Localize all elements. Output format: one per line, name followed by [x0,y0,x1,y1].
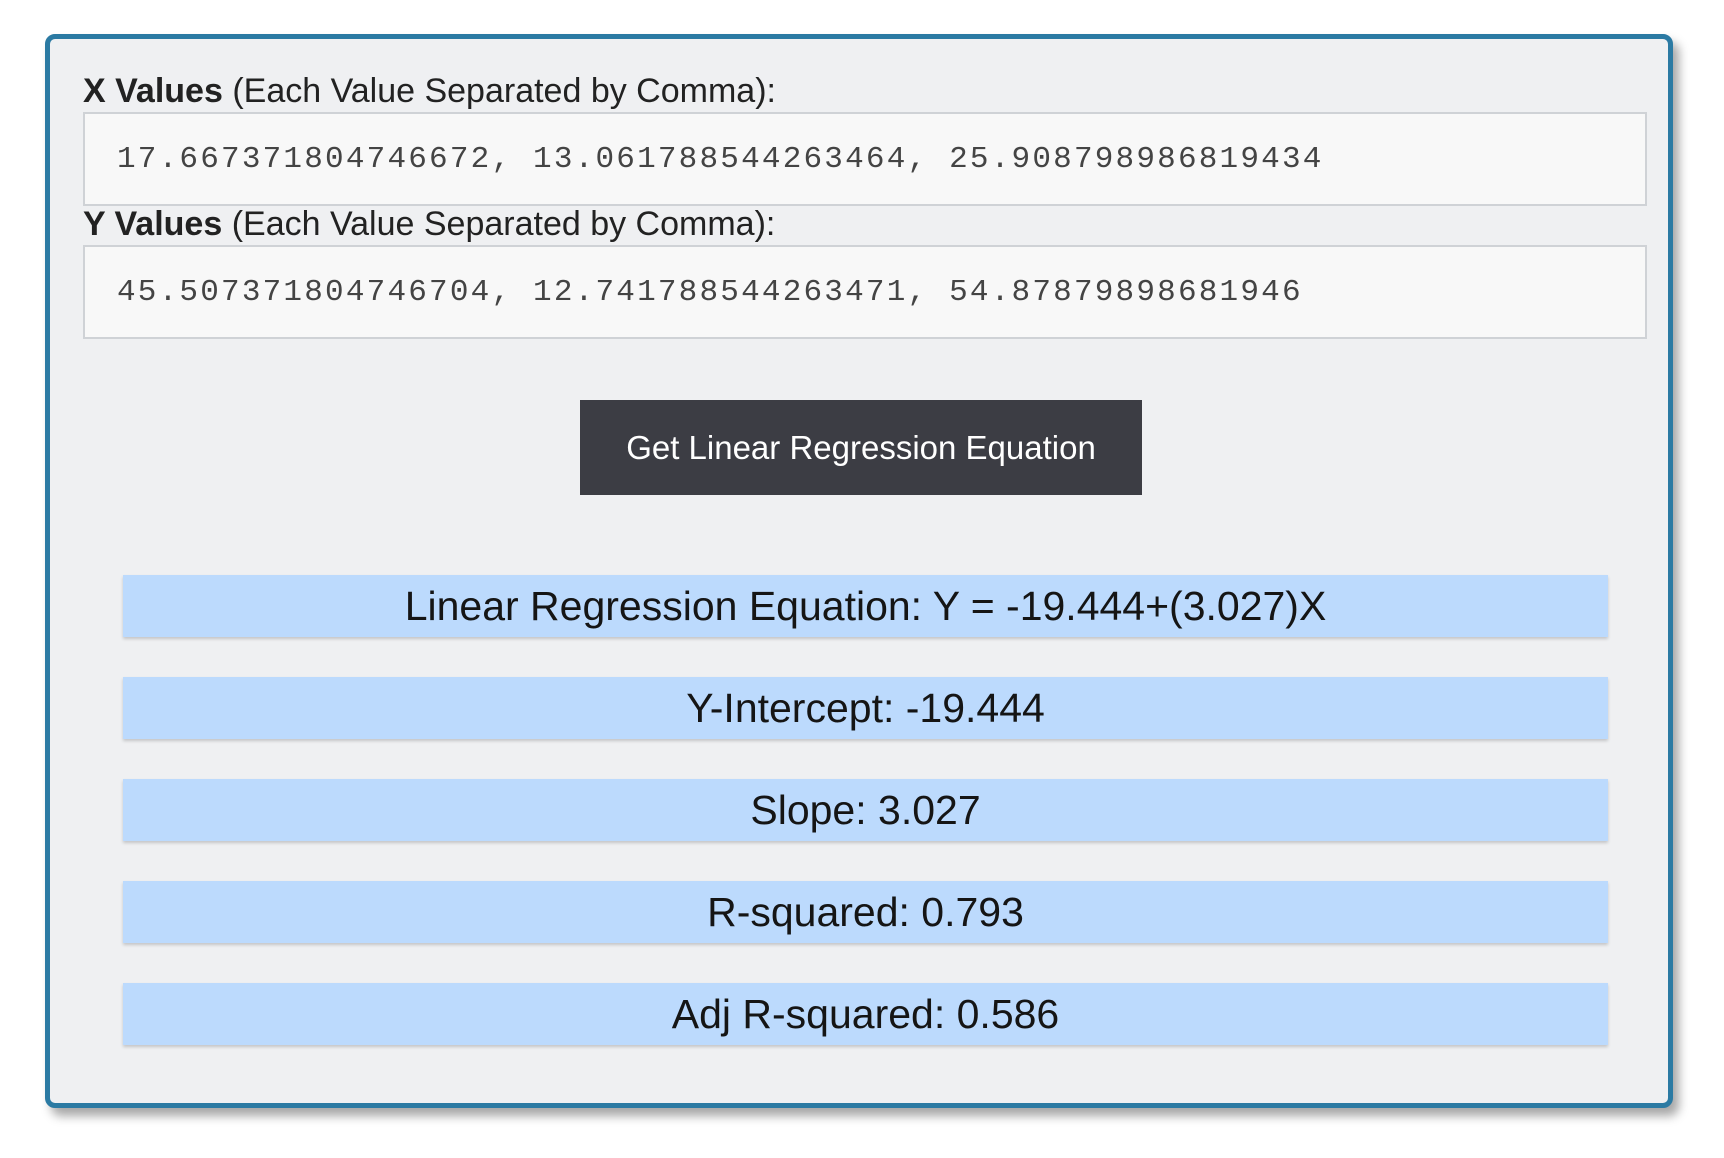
y-values-input[interactable] [83,245,1647,339]
get-regression-equation-button[interactable]: Get Linear Regression Equation [580,400,1142,495]
slope-result: Slope: 3.027 [123,779,1608,841]
y-values-label-hint: (Each Value Separated by Comma): [222,205,776,243]
r-squared-result: R-squared: 0.793 [123,881,1608,943]
y-intercept-result: Y-Intercept: -19.444 [123,677,1608,739]
adj-r-squared-result: Adj R-squared: 0.586 [123,983,1608,1045]
y-values-label: Y Values (Each Value Separated by Comma)… [83,204,775,244]
x-values-label-bold: X Values [83,72,223,110]
x-values-input[interactable] [83,112,1647,206]
x-values-label-hint: (Each Value Separated by Comma): [222,72,776,110]
regression-equation-result: Linear Regression Equation: Y = -19.444+… [123,575,1608,637]
y-values-label-bold: Y Values [83,205,223,243]
regression-calculator-panel: X Values (Each Value Separated by Comma)… [45,34,1673,1108]
x-values-label: X Values (Each Value Separated by Comma)… [83,71,776,111]
